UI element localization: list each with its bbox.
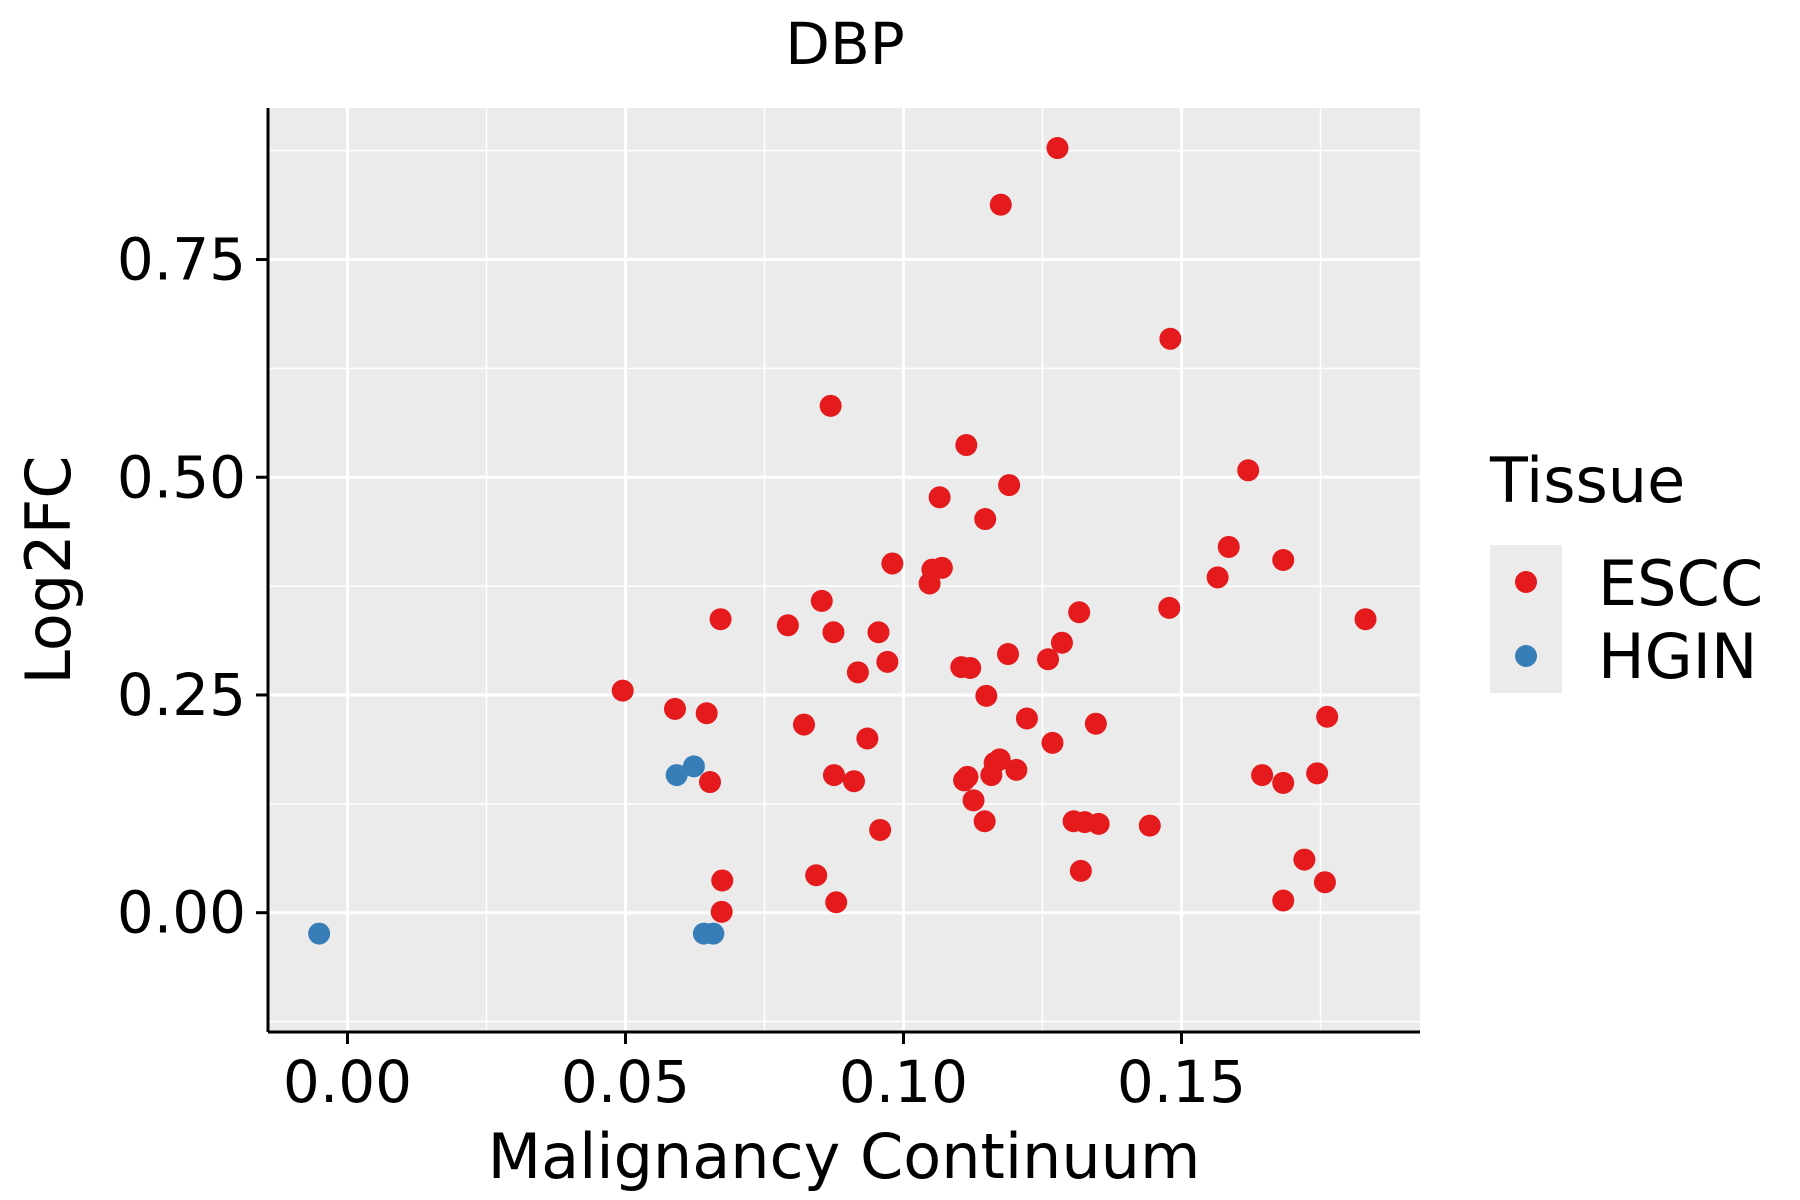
x-tick-label: 0.15 xyxy=(1117,1048,1246,1116)
point-escc xyxy=(1037,648,1060,671)
point-escc xyxy=(1313,871,1336,894)
grid-minor xyxy=(268,108,1420,1032)
x-axis-label: Malignancy Continuum xyxy=(488,1120,1201,1193)
point-escc xyxy=(1354,608,1377,631)
data-points xyxy=(308,137,1377,945)
point-escc xyxy=(699,771,722,794)
point-escc xyxy=(1306,762,1329,785)
point-escc xyxy=(1138,814,1161,837)
point-hgin xyxy=(702,922,725,945)
point-escc xyxy=(998,474,1021,497)
point-escc xyxy=(1041,731,1064,754)
point-escc xyxy=(711,869,734,892)
point-escc xyxy=(867,621,890,644)
point-escc xyxy=(997,643,1020,666)
point-escc xyxy=(975,684,998,707)
point-escc xyxy=(822,764,845,787)
y-axis-label: Log2FC xyxy=(12,455,85,684)
point-escc xyxy=(980,764,1003,787)
point-escc xyxy=(710,900,733,923)
legend-label-escc: ESCC xyxy=(1598,547,1763,620)
point-escc xyxy=(611,679,634,702)
point-escc xyxy=(974,508,997,531)
point-escc xyxy=(792,713,815,736)
y-tick-label: 0.50 xyxy=(117,443,246,511)
point-escc xyxy=(825,891,848,914)
point-escc xyxy=(959,656,982,679)
point-escc xyxy=(1069,859,1092,882)
point-hgin xyxy=(665,764,688,787)
point-escc xyxy=(822,621,845,644)
legend-title: Tissue xyxy=(1489,444,1685,517)
chart-title: DBP xyxy=(785,10,904,78)
legend-key-hgin xyxy=(1515,645,1537,667)
point-escc xyxy=(1272,771,1295,794)
point-escc xyxy=(856,727,879,750)
legend-key-bg xyxy=(1490,545,1562,693)
point-escc xyxy=(973,810,996,833)
point-escc xyxy=(1159,327,1182,350)
point-escc xyxy=(881,552,904,575)
point-escc xyxy=(1158,596,1181,619)
point-escc xyxy=(709,608,732,631)
point-escc xyxy=(1251,764,1274,787)
point-escc xyxy=(1272,548,1295,571)
point-escc xyxy=(953,769,976,792)
plot-panel xyxy=(268,108,1420,1032)
grid-major xyxy=(268,108,1420,1032)
point-escc xyxy=(1015,707,1038,730)
point-escc xyxy=(1087,812,1110,835)
point-escc xyxy=(1237,459,1260,482)
x-tick-label: 0.10 xyxy=(839,1048,968,1116)
point-escc xyxy=(846,661,869,684)
point-escc xyxy=(1293,848,1316,871)
legend-key-escc xyxy=(1515,571,1537,593)
point-hgin xyxy=(682,755,705,778)
point-escc xyxy=(1206,566,1229,589)
point-escc xyxy=(955,434,978,457)
point-escc xyxy=(1005,758,1028,781)
point-hgin xyxy=(308,922,331,945)
y-tick-label: 0.25 xyxy=(117,661,246,729)
point-escc xyxy=(989,193,1012,216)
point-escc xyxy=(876,650,899,673)
point-escc xyxy=(843,770,866,793)
point-escc xyxy=(1068,601,1091,624)
y-tick-label: 0.00 xyxy=(117,879,246,947)
legend: Tissue ESCC HGIN xyxy=(1489,444,1763,693)
point-escc xyxy=(918,572,941,595)
point-escc xyxy=(928,486,951,509)
x-ticks: 0.00 0.05 0.10 0.15 xyxy=(283,1032,1246,1116)
y-tick-label: 0.75 xyxy=(117,226,246,294)
point-escc xyxy=(663,697,686,720)
point-escc xyxy=(869,818,892,841)
y-ticks: 0.00 0.25 0.50 0.75 xyxy=(117,226,268,947)
point-escc xyxy=(1046,137,1069,160)
point-escc xyxy=(1272,889,1295,912)
x-tick-label: 0.00 xyxy=(283,1048,412,1116)
point-escc xyxy=(810,589,833,612)
point-escc xyxy=(1050,631,1073,654)
point-escc xyxy=(1217,535,1240,558)
point-escc xyxy=(695,702,718,725)
point-escc xyxy=(819,394,842,417)
point-escc xyxy=(1084,712,1107,735)
point-escc xyxy=(776,614,799,637)
point-escc xyxy=(805,864,828,887)
legend-label-hgin: HGIN xyxy=(1598,620,1757,693)
x-tick-label: 0.05 xyxy=(561,1048,690,1116)
point-escc xyxy=(962,789,985,812)
point-escc xyxy=(1316,705,1339,728)
